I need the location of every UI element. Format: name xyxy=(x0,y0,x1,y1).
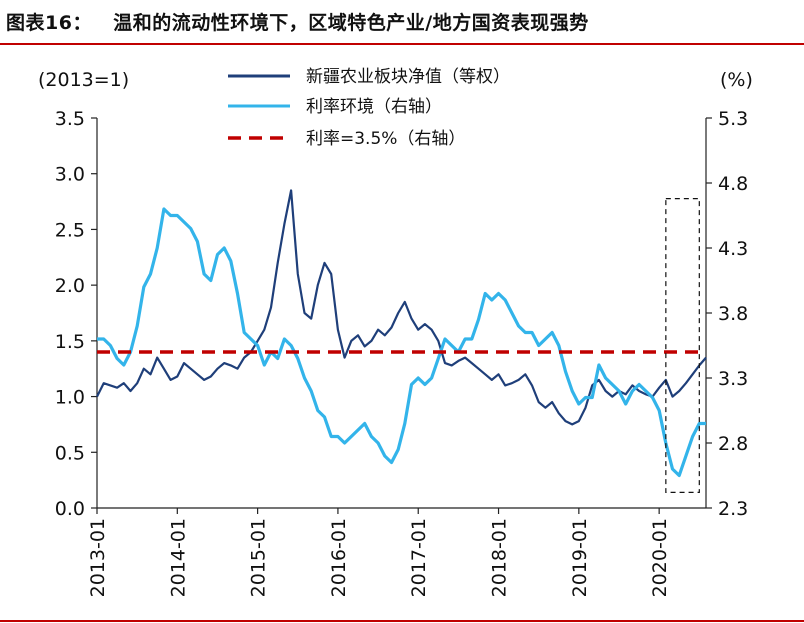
legend-label: 利率=3.5%（右轴） xyxy=(306,129,465,149)
xinjiang-agri-nav-line xyxy=(96,189,707,426)
left-tick-label: 1.5 xyxy=(55,331,85,353)
plot-area xyxy=(96,189,707,493)
legend: 新疆农业板块净值（等权） 利率环境（右轴） 利率=3.5%（右轴） xyxy=(228,67,510,149)
left-tick-label: 2.0 xyxy=(55,275,85,297)
left-axis-unit-label: (2013=1) xyxy=(38,69,129,91)
left-tick-label: 0.0 xyxy=(55,498,85,520)
left-tick-label: 1.0 xyxy=(55,387,85,409)
left-tick-label: 2.5 xyxy=(55,219,85,241)
right-tick-label: 3.3 xyxy=(718,368,748,390)
x-tick-label: 2020-01 xyxy=(649,518,671,597)
x-tick-label: 2016-01 xyxy=(328,518,350,597)
x-tick-label: 2014-01 xyxy=(167,518,189,597)
left-tick-label: 0.5 xyxy=(55,442,85,464)
x-tick-label: 2019-01 xyxy=(569,518,591,597)
interest-rate-line xyxy=(97,207,706,478)
right-tick-label: 4.3 xyxy=(718,238,748,260)
right-axis: 2.3 2.8 3.3 3.8 4.3 4.8 5.3 xyxy=(705,108,748,520)
title-rule xyxy=(0,43,804,45)
x-tick-label: 2013-01 xyxy=(87,518,109,597)
right-tick-label: 2.3 xyxy=(718,498,748,520)
right-axis-unit-label: (%) xyxy=(720,69,753,91)
right-tick-label: 5.3 xyxy=(718,108,748,130)
x-tick-label: 2015-01 xyxy=(248,518,270,597)
right-tick-label: 3.8 xyxy=(718,303,748,325)
right-tick-label: 2.8 xyxy=(718,433,748,455)
right-tick-label: 4.8 xyxy=(718,173,748,195)
figure-title: 图表16： 温和的流动性环境下，区域特色产业/地方国资表现强势 xyxy=(6,12,589,34)
left-tick-label: 3.5 xyxy=(55,108,85,130)
legend-label: 利率环境（右轴） xyxy=(306,97,442,117)
x-axis: 2013-01 2014-01 2015-01 2016-01 2017-01 2018-… xyxy=(87,507,706,597)
highlight-box xyxy=(665,198,700,493)
bottom-rule xyxy=(0,620,804,622)
legend-label: 新疆农业板块净值（等权） xyxy=(306,67,510,87)
left-axis: 0.0 0.5 1.0 1.5 2.0 2.5 3.0 3.5 xyxy=(55,108,98,520)
x-tick-label: 2017-01 xyxy=(408,518,430,597)
left-tick-label: 3.0 xyxy=(55,164,85,186)
figure-title-bar: 图表16： 温和的流动性环境下，区域特色产业/地方国资表现强势 xyxy=(0,0,804,44)
x-tick-label: 2018-01 xyxy=(489,518,511,597)
